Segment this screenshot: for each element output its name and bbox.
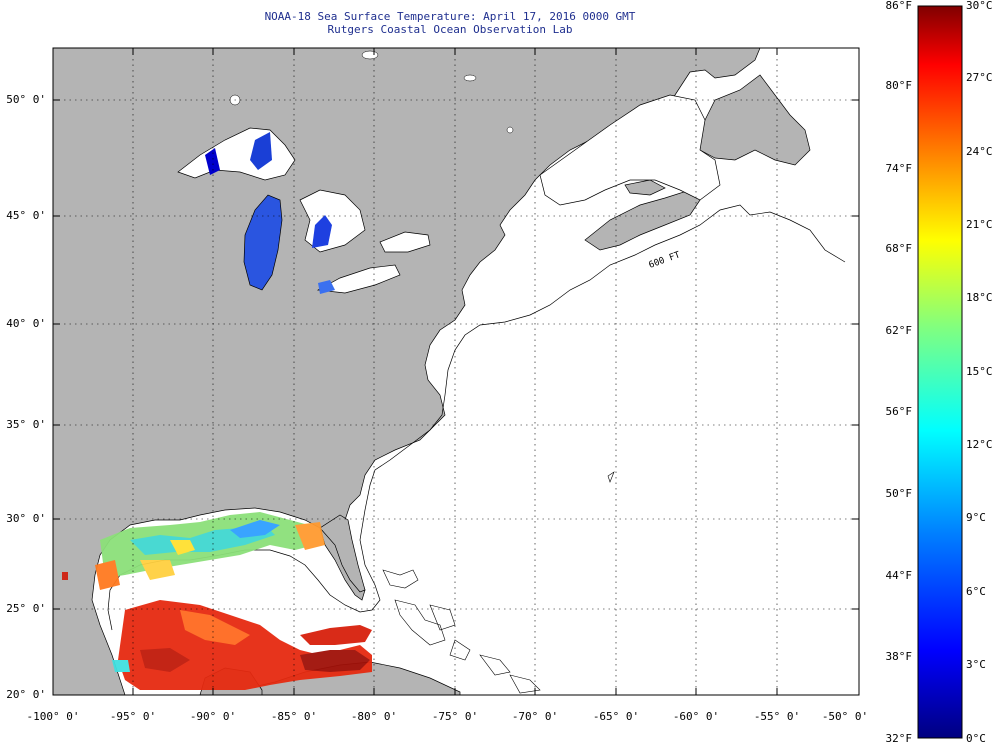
lat-label-45: 45° 0' <box>6 209 46 222</box>
lat-label-25: 25° 0' <box>6 602 46 615</box>
lon-label-90: -90° 0' <box>189 710 237 723</box>
cb-label-80f: 80°F <box>885 79 913 92</box>
cb-label-24c: 24°C <box>966 145 993 158</box>
cb-label-44f: 44°F <box>885 569 913 582</box>
lon-label-50: -50° 0' <box>821 710 869 723</box>
lon-label-100: -100° 0' <box>26 710 80 723</box>
cb-label-18c: 18°C <box>966 291 993 304</box>
land-newfoundland <box>699 74 811 166</box>
lake-erie <box>316 264 401 294</box>
lon-label-80: -80° 0' <box>350 710 398 723</box>
cb-label-15c: 15°C <box>966 365 993 378</box>
axis-ticks <box>53 48 859 695</box>
lon-label-75: -75° 0' <box>431 710 479 723</box>
cb-label-62f: 62°F <box>885 324 913 337</box>
lon-label-55: -55° 0' <box>753 710 801 723</box>
cb-label-9c: 9°C <box>966 511 986 524</box>
cb-label-50f: 50°F <box>885 487 913 500</box>
cb-label-6c: 6°C <box>966 585 986 598</box>
land-pei <box>624 179 666 196</box>
cb-label-56f: 56°F <box>885 405 913 418</box>
cb-label-3c: 3°C <box>966 658 986 671</box>
cb-label-27c: 27°C <box>966 71 993 84</box>
cb-label-38f: 38°F <box>885 650 913 663</box>
map-frame <box>52 47 860 696</box>
cb-label-12c: 12°C <box>966 438 993 451</box>
land-florida <box>319 514 366 593</box>
lon-label-85: -85° 0' <box>270 710 318 723</box>
lat-label-20: 20° 0' <box>6 688 46 701</box>
lat-label-40: 40° 0' <box>6 317 46 330</box>
cb-label-32f: 32°F <box>885 732 913 745</box>
cb-label-74f: 74°F <box>885 162 913 175</box>
lake-michigan <box>243 194 283 291</box>
lon-label-70: -70° 0' <box>511 710 559 723</box>
lat-label-30: 30° 0' <box>6 512 46 525</box>
cb-label-21c: 21°C <box>966 218 993 231</box>
colorbar <box>917 5 963 739</box>
lat-label-35: 35° 0' <box>6 418 46 431</box>
cb-label-86f: 86°F <box>885 0 913 12</box>
map-subtitle: Rutgers Coastal Ocean Observation Lab <box>327 23 573 36</box>
gulf-st-lawrence <box>539 94 721 206</box>
lon-label-60: -60° 0' <box>672 710 720 723</box>
lon-label-65: -65° 0' <box>592 710 640 723</box>
map-title: NOAA-18 Sea Surface Temperature: April 1… <box>264 10 636 23</box>
lon-label-95: -95° 0' <box>109 710 157 723</box>
land-nova-scotia <box>584 189 701 251</box>
bahamas-outlines <box>382 471 615 694</box>
cb-label-68f: 68°F <box>885 242 913 255</box>
cb-label-0c: 0°C <box>966 732 986 745</box>
grid-lines <box>53 48 859 695</box>
lake-ontario <box>379 231 431 253</box>
cb-label-30c: 30°C <box>966 0 993 12</box>
sst-data-gulf <box>62 512 372 690</box>
lat-label-50: 50° 0' <box>6 93 46 106</box>
